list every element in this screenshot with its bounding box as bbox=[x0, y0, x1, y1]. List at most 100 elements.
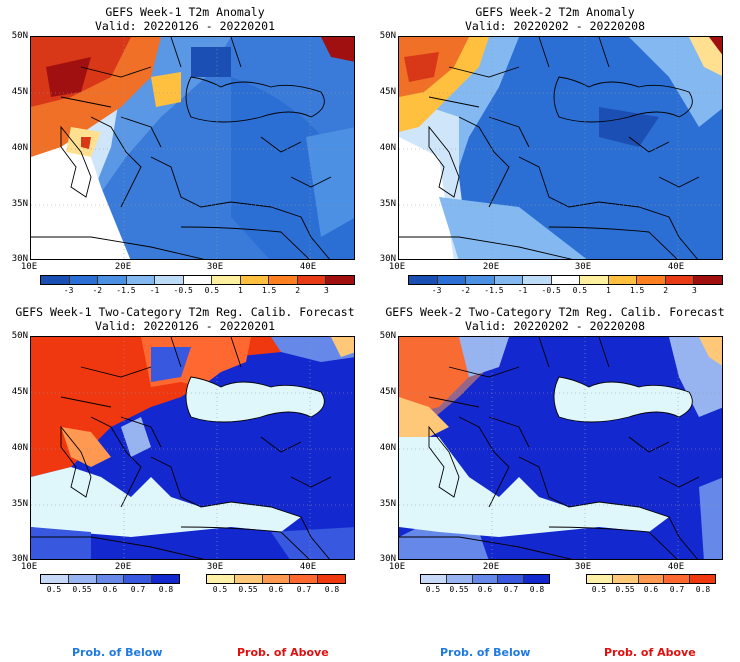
colorbar-swatch bbox=[608, 276, 638, 284]
colorbar-swatch bbox=[262, 575, 291, 583]
colorbar-swatch bbox=[498, 575, 525, 583]
colorbar-tick-label: 0.8 bbox=[158, 585, 174, 594]
lon-label: 40E bbox=[667, 262, 685, 272]
lon-label: 10E bbox=[20, 562, 38, 572]
colorbar-tick-label: 0.6 bbox=[477, 585, 493, 594]
prob-above-colorbar bbox=[586, 574, 716, 584]
lat-label: 50N bbox=[11, 331, 28, 341]
lon-label: 20E bbox=[114, 262, 132, 272]
lat-label: 50N bbox=[379, 31, 396, 41]
lon-label: 20E bbox=[482, 262, 500, 272]
colorbar-swatch bbox=[665, 276, 695, 284]
lat-label: 35N bbox=[11, 499, 28, 509]
colorbar-tick-label: 0.6 bbox=[643, 585, 659, 594]
colorbar-tick-label: 0.55 bbox=[72, 585, 92, 594]
colorbar-swatch bbox=[297, 276, 327, 284]
panel-title: GEFS Week-1 T2m Anomaly bbox=[105, 5, 265, 19]
lat-label: 45N bbox=[11, 87, 28, 97]
colorbar-tick-label: 0.7 bbox=[296, 585, 312, 594]
lat-label: 40N bbox=[11, 443, 28, 453]
lat-label: 45N bbox=[379, 387, 396, 397]
colorbar-swatch bbox=[69, 276, 99, 284]
colorbar-swatch bbox=[212, 276, 241, 284]
panel-week2-two-category: GEFS Week-2 Two-Category T2m Reg. Calib.… bbox=[370, 300, 740, 610]
lon-label: 40E bbox=[299, 262, 317, 272]
colorbar-swatch bbox=[240, 276, 270, 284]
colorbar-tick-label: 0.5 bbox=[572, 286, 588, 295]
lat-label: 30N bbox=[379, 554, 396, 564]
probability-map bbox=[398, 336, 723, 560]
colorbar-swatch bbox=[437, 276, 467, 284]
lat-label: 40N bbox=[379, 143, 396, 153]
lat-label: 45N bbox=[379, 87, 396, 97]
colorbar-swatch bbox=[234, 575, 263, 583]
panel-title: GEFS Week-2 T2m Anomaly bbox=[475, 5, 635, 19]
colorbar-tick-label: 1 bbox=[606, 286, 611, 295]
colorbar-tick-label: -3 bbox=[63, 286, 74, 295]
anomaly-map bbox=[30, 36, 355, 260]
colorbar-tick-label: -1.5 bbox=[116, 286, 136, 295]
colorbar-swatch bbox=[41, 575, 69, 583]
colorbar-swatch bbox=[155, 276, 184, 284]
prob-below-colorbar bbox=[420, 574, 550, 584]
colorbar-tick-label: 0.6 bbox=[102, 585, 118, 594]
colorbar-swatch bbox=[494, 276, 524, 284]
colorbar-tick-label: 0.6 bbox=[268, 585, 284, 594]
lat-label: 30N bbox=[379, 254, 396, 264]
lon-label: 40E bbox=[299, 562, 317, 572]
colorbar-swatch bbox=[638, 575, 665, 583]
colorbar-tick-label: -1.5 bbox=[484, 286, 504, 295]
colorbar-swatch bbox=[269, 276, 298, 284]
colorbar-swatch bbox=[421, 575, 447, 583]
lon-label: 30E bbox=[574, 262, 592, 272]
colorbar-tick-label: 2 bbox=[295, 286, 301, 295]
colorbar-tick-label: 0.5 bbox=[425, 585, 441, 594]
colorbar-swatch bbox=[152, 575, 179, 583]
panel-valid-dates: Valid: 20220126 - 20220201 bbox=[94, 19, 275, 33]
prob-above-colorbar bbox=[206, 574, 346, 584]
colorbar-tick-label: 0.8 bbox=[529, 585, 545, 594]
colorbar-swatch bbox=[612, 575, 639, 583]
anomaly-map bbox=[398, 36, 723, 260]
colorbar-swatch bbox=[694, 276, 723, 284]
colorbar-swatch bbox=[664, 575, 691, 583]
lat-label: 40N bbox=[11, 143, 28, 153]
lon-label: 20E bbox=[482, 562, 500, 572]
colorbar-swatch bbox=[290, 575, 319, 583]
lat-label: 45N bbox=[11, 387, 28, 397]
colorbar-tick-label: 0.8 bbox=[324, 585, 340, 594]
colorbar-tick-label: 0.8 bbox=[695, 585, 711, 594]
colorbar-tick-label: 0.55 bbox=[449, 585, 469, 594]
colorbar-tick-label: -2 bbox=[92, 286, 103, 295]
prob-above-caption: Prob. of Above bbox=[237, 646, 329, 659]
colorbar-tick-label: 0.7 bbox=[503, 585, 519, 594]
colorbar-swatch bbox=[326, 276, 355, 284]
colorbar-tick-label: 0.7 bbox=[669, 585, 685, 594]
colorbar-swatch bbox=[207, 575, 235, 583]
lon-label: 10E bbox=[388, 562, 406, 572]
colorbar-tick-label: 1.5 bbox=[261, 286, 277, 295]
lat-label: 40N bbox=[379, 443, 396, 453]
panel-valid-dates: Valid: 20220126 - 20220201 bbox=[94, 319, 275, 333]
panel-week1-anomaly: GEFS Week-1 T2m Anomaly Valid: 20220126 … bbox=[0, 0, 370, 310]
colorbar-tick-label: 1.5 bbox=[629, 286, 645, 295]
colorbar-tick-label: -2 bbox=[460, 286, 471, 295]
lat-label: 30N bbox=[11, 554, 28, 564]
colorbar-swatch bbox=[318, 575, 345, 583]
prob-below-colorbar bbox=[40, 574, 180, 584]
colorbar-swatch bbox=[551, 276, 581, 284]
lon-label: 10E bbox=[20, 262, 38, 272]
colorbar-swatch bbox=[41, 276, 70, 284]
colorbar-swatch bbox=[466, 276, 495, 284]
colorbar-tick-label: 3 bbox=[691, 286, 697, 295]
colorbar-tick-label: 0.5 bbox=[212, 585, 228, 594]
panel-title: GEFS Week-1 Two-Category T2m Reg. Calib.… bbox=[15, 305, 355, 319]
lon-label: 30E bbox=[574, 562, 592, 572]
colorbar-tick-label: 3 bbox=[323, 286, 329, 295]
lon-label: 30E bbox=[206, 262, 224, 272]
colorbar-tick-label: 0.55 bbox=[615, 585, 635, 594]
colorbar-tick-label: 1 bbox=[238, 286, 243, 295]
anomaly-colorbar bbox=[40, 275, 355, 285]
colorbar-tick-label: 2 bbox=[663, 286, 669, 295]
lon-label: 30E bbox=[206, 562, 224, 572]
